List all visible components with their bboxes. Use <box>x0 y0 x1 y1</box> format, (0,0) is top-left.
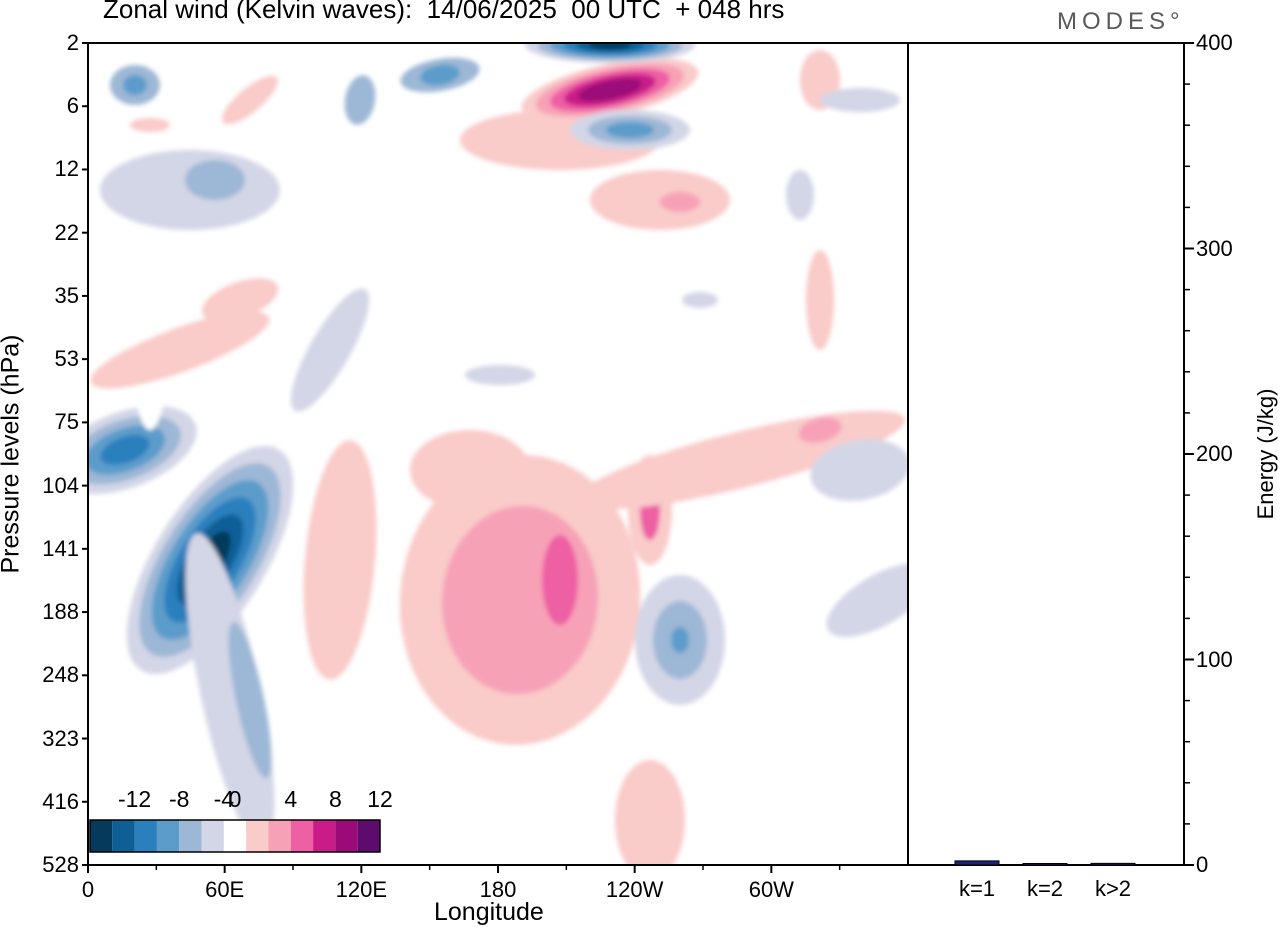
contour-region <box>606 122 654 138</box>
contour-region <box>465 365 535 385</box>
colorbar-frame <box>89 819 381 853</box>
contour-region <box>228 621 272 779</box>
contour-region <box>590 170 730 230</box>
pressure-tick-label: 248 <box>42 662 79 688</box>
energy-tick-label: 0 <box>1196 852 1209 877</box>
energy-tick-label: 200 <box>1196 441 1233 466</box>
colorbar-swatch <box>335 820 358 852</box>
pressure-tick-label: 141 <box>42 535 79 561</box>
pressure-tick-label: 22 <box>54 219 79 245</box>
contour-region <box>130 118 170 132</box>
pressure-tick-label: 75 <box>54 409 79 435</box>
contour-region <box>798 417 842 443</box>
contour-region <box>201 278 279 322</box>
energy-tick-label: 100 <box>1196 646 1233 672</box>
colorbar-tick-label: 12 <box>367 786 393 812</box>
colorbar-swatch <box>223 820 247 852</box>
contour-region <box>660 192 700 212</box>
contour-region <box>100 435 150 465</box>
energy-bar <box>1022 863 1068 866</box>
pressure-tick-label: 35 <box>54 282 79 308</box>
contour-region <box>826 563 908 637</box>
contour-region <box>588 43 632 50</box>
modes-logo: MODES° <box>1057 8 1185 35</box>
wavenumber-label: k=2 <box>1026 876 1064 901</box>
chart-title: Zonal wind (Kelvin waves): 14/06/2025 00… <box>103 0 785 24</box>
contour-region <box>806 250 834 350</box>
energy-bar <box>954 860 1000 866</box>
colorbar-swatch <box>90 820 113 852</box>
longitude-tick-label: 180 <box>479 877 517 902</box>
contour-region <box>410 430 530 510</box>
energy-tick-label: 400 <box>1196 30 1233 55</box>
longitude-tick-label: 60W <box>748 877 794 902</box>
colorbar-tick-label: -12 <box>117 786 152 812</box>
longitude-tick-label: 0 <box>81 877 95 902</box>
colorbar-swatch <box>246 820 269 852</box>
wavenumber-label: k>2 <box>1094 876 1132 901</box>
contour-region <box>90 311 270 389</box>
colorbar-swatch <box>201 820 224 852</box>
pressure-tick-label: 323 <box>42 725 79 751</box>
colorbar-swatch <box>313 820 336 852</box>
pressure-tick-label: 53 <box>54 346 79 372</box>
contour-region <box>810 439 908 501</box>
x-axis-label: Longitude <box>434 898 544 926</box>
contour-region <box>185 160 245 200</box>
pressure-tick-label: 104 <box>42 472 79 498</box>
contour-region <box>820 88 900 112</box>
colorbar-swatch <box>134 820 157 852</box>
contour-region <box>682 292 718 308</box>
colorbar-tick-label: 0 <box>228 786 242 812</box>
contour-region <box>123 75 147 95</box>
contour-region <box>578 78 642 102</box>
contour-region <box>420 64 460 86</box>
pressure-tick-label: 6 <box>66 93 79 119</box>
colorbar-tick-label: 4 <box>284 786 298 812</box>
energy-axis-label: Energy (J/kg) <box>1253 388 1278 520</box>
colorbar-swatch <box>156 820 180 852</box>
colorbar-swatch <box>268 820 291 852</box>
wavenumber-label: k=1 <box>958 876 996 901</box>
contour-region <box>671 627 689 653</box>
contour-region <box>303 440 377 680</box>
pressure-tick-label: 188 <box>42 599 79 625</box>
contour-region <box>786 170 814 220</box>
contour-region <box>615 760 685 865</box>
pressure-tick-label: 528 <box>42 852 79 877</box>
y-axis-label: Pressure levels (hPa) <box>0 334 25 574</box>
pressure-tick-label: 2 <box>66 30 79 55</box>
contour-region <box>344 75 376 125</box>
colorbar-tick-label: 8 <box>328 786 342 812</box>
colorbar-swatch <box>357 820 380 852</box>
colorbar-tick-label: -4 <box>213 786 235 812</box>
colorbar-swatch <box>290 820 314 852</box>
contour-region <box>130 230 170 430</box>
contour-region <box>542 535 578 625</box>
contour-region <box>222 75 278 125</box>
contour-region <box>185 533 275 847</box>
longitude-tick-label: 120W <box>605 877 664 902</box>
colorbar-tick-label: -8 <box>168 786 190 812</box>
energy-tick-label: 300 <box>1196 235 1233 261</box>
pressure-tick-label: 416 <box>42 788 79 814</box>
energy-panel-frame <box>907 42 1185 866</box>
longitude-tick-label: 120E <box>335 877 388 902</box>
energy-bar <box>1090 862 1136 866</box>
colorbar-swatch <box>179 820 202 852</box>
contour-region <box>290 288 370 412</box>
colorbar-swatch <box>112 820 135 852</box>
pressure-tick-label: 12 <box>54 156 79 182</box>
longitude-tick-label: 60E <box>205 877 245 902</box>
